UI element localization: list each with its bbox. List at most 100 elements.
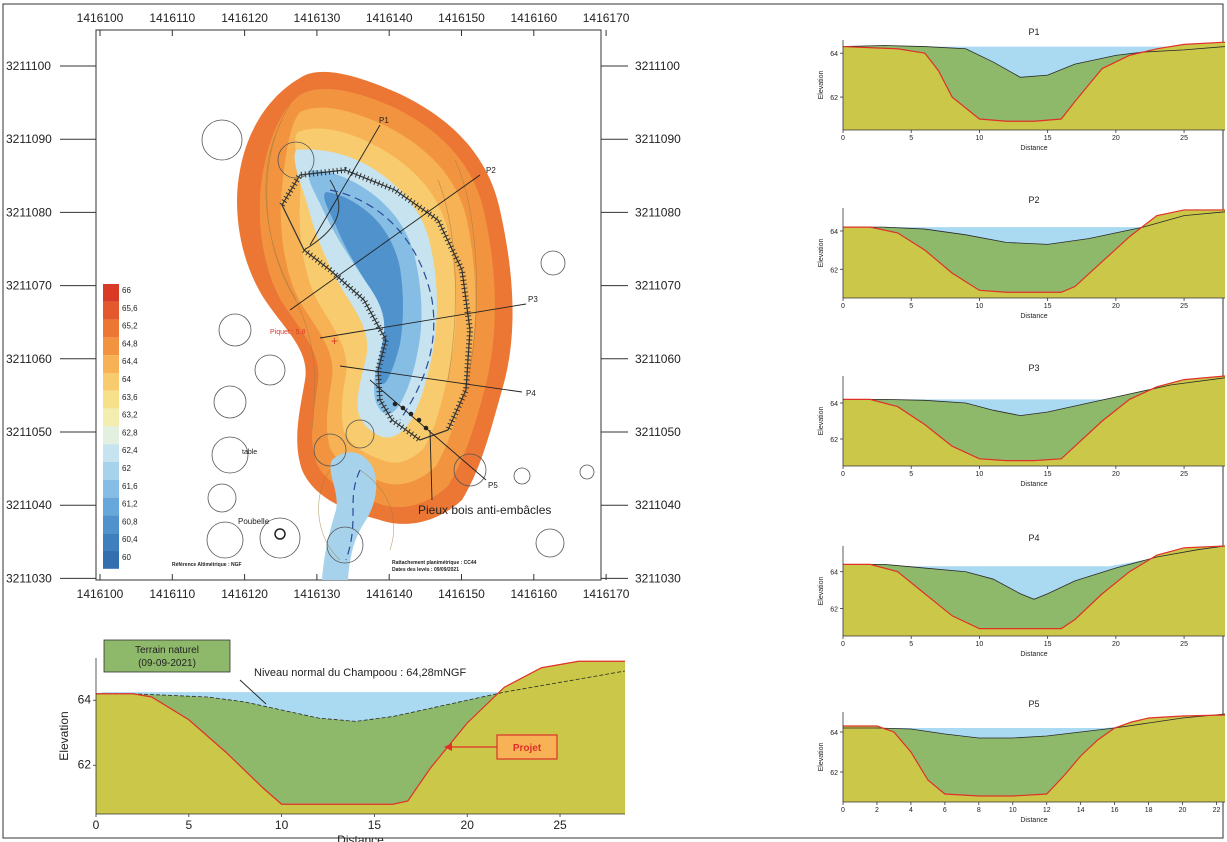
x-tick-label: 14 — [1077, 807, 1085, 814]
channel-fill — [843, 714, 1225, 796]
x-tick-label: 15 — [1044, 303, 1052, 310]
map-x-tick-top: 1416140 — [366, 11, 413, 25]
map-y-tick-left: 3211040 — [6, 498, 52, 512]
y-axis-label: Elevation — [818, 406, 825, 435]
project-hatch-left — [302, 247, 422, 443]
channel-fill — [843, 376, 1225, 461]
profile-line-p3 — [319, 303, 527, 339]
legend-label: 60,8 — [122, 517, 138, 526]
map-x-tick-top: 1416110 — [149, 11, 195, 25]
legend-swatch — [103, 479, 119, 498]
map-panel: + P1 P2 P3 P4 P5 Piquet : 5.8 Pieux bois… — [6, 11, 681, 601]
map-x-tick-bottom: 1416120 — [221, 587, 268, 601]
x-tick-label: 20 — [1112, 135, 1120, 142]
y-tick-label: 62 — [78, 757, 92, 771]
y-tick-label: 64 — [830, 51, 838, 58]
legend-label: 62,4 — [122, 446, 138, 455]
profile-title: P4 — [1028, 533, 1039, 543]
legend-label: 64 — [122, 375, 131, 384]
elevation-surface: + — [201, 71, 595, 580]
terrain-line — [843, 377, 1226, 417]
altimetric-reference-note: Référence Altimétrique : NGF — [172, 562, 242, 568]
planimetric-note: Rattachement planimétrique : CC44 — [392, 560, 477, 566]
terrain-line — [843, 545, 1226, 600]
legend-swatch — [103, 301, 119, 320]
terrain-legend-box — [103, 639, 231, 673]
terrain-legend-line1: Terrain naturel — [135, 645, 199, 656]
project-line — [842, 41, 1226, 122]
tree-symbol — [207, 483, 237, 513]
map-y-tick-left: 3211070 — [6, 279, 52, 293]
x-tick-label: 6 — [943, 807, 947, 814]
svg-text:+: + — [331, 334, 338, 348]
legend-swatch — [103, 444, 119, 462]
projet-label: Projet — [513, 743, 542, 754]
map-x-tick-top: 1416170 — [583, 11, 630, 25]
tree-symbol — [313, 433, 347, 467]
map-x-tick-bottom: 1416160 — [510, 587, 557, 601]
x-axis-label: Distance — [1020, 145, 1047, 152]
y-tick-label: 64 — [830, 570, 838, 577]
y-tick-label: 62 — [830, 606, 838, 613]
map-y-tick-left: 3211050 — [6, 425, 52, 439]
x-tick-label: 0 — [841, 641, 845, 648]
y-tick-label: 64 — [78, 692, 92, 706]
x-tick-label: 15 — [1044, 641, 1052, 648]
x-tick-label: 25 — [1180, 471, 1188, 478]
x-tick-label: 10 — [976, 641, 984, 648]
x-tick-label: 5 — [909, 471, 913, 478]
legend-swatch — [103, 337, 119, 356]
poubelle-symbol — [274, 528, 286, 540]
x-tick-label: 15 — [1044, 135, 1052, 142]
y-tick-label: 64 — [830, 730, 838, 737]
tree-symbol — [535, 528, 565, 558]
x-axis-label: Distance — [1020, 313, 1047, 320]
legend-swatch — [103, 515, 119, 534]
map-x-tick-bottom: 1416170 — [583, 587, 630, 601]
x-tick-label: 10 — [275, 818, 289, 832]
map-y-tick-right: 3211050 — [635, 425, 681, 439]
x-tick-label: 8 — [977, 807, 981, 814]
legend-label: 65,2 — [122, 322, 138, 331]
project-line — [96, 660, 625, 805]
legend-swatch — [103, 390, 119, 409]
channel-fill — [843, 209, 1225, 293]
legend-swatch — [103, 426, 119, 445]
terrain-line — [96, 670, 626, 722]
x-tick-label: 22 — [1213, 807, 1221, 814]
x-axis-label: Distance — [337, 833, 384, 842]
channel-dashed-line — [329, 189, 435, 421]
piquet-label: Piquet : 5.8 — [270, 329, 306, 336]
profile-title: P1 — [1028, 27, 1039, 37]
map-x-tick-top: 1416120 — [221, 11, 268, 25]
x-tick-label: 0 — [841, 807, 845, 814]
survey-date-note: Dates des levés : 09/09/2021 — [392, 567, 459, 573]
x-tick-label: 16 — [1111, 807, 1119, 814]
profile-line-p5 — [369, 379, 487, 481]
legend-swatch — [103, 355, 119, 373]
water-level-label: Niveau normal du Champoou : 64,28mNGF — [254, 667, 466, 679]
map-y-tick-right: 3211040 — [635, 498, 681, 512]
legend-label: 65,6 — [122, 304, 138, 313]
project-bank-fill — [843, 715, 1225, 802]
map-y-tick-right: 3211100 — [635, 59, 680, 73]
water-fill — [843, 546, 1225, 600]
water-fill — [96, 671, 625, 722]
contour-band-downstream — [322, 452, 377, 580]
profile-label: P4 — [526, 389, 536, 398]
project-bank-fill — [843, 546, 1225, 636]
tree-symbol — [540, 250, 566, 276]
water-fill — [843, 714, 1225, 738]
x-tick-label: 10 — [976, 471, 984, 478]
map-x-tick-bottom: 1416140 — [366, 587, 413, 601]
profile-title: P5 — [1028, 699, 1039, 709]
legend-swatch — [103, 533, 119, 551]
legend-label: 61,6 — [122, 482, 138, 491]
profile-title: P3 — [1028, 363, 1039, 373]
legend-swatch — [103, 551, 119, 569]
map-x-tick-top: 1416100 — [77, 11, 124, 25]
profile-line-p1 — [309, 124, 381, 246]
contour-band-channel-deep — [324, 192, 403, 384]
profile-p5-plot: 0 2 4 6 8 10 12 14 16 18 20 22 64 62 Distance Elevation… — [818, 699, 1226, 824]
